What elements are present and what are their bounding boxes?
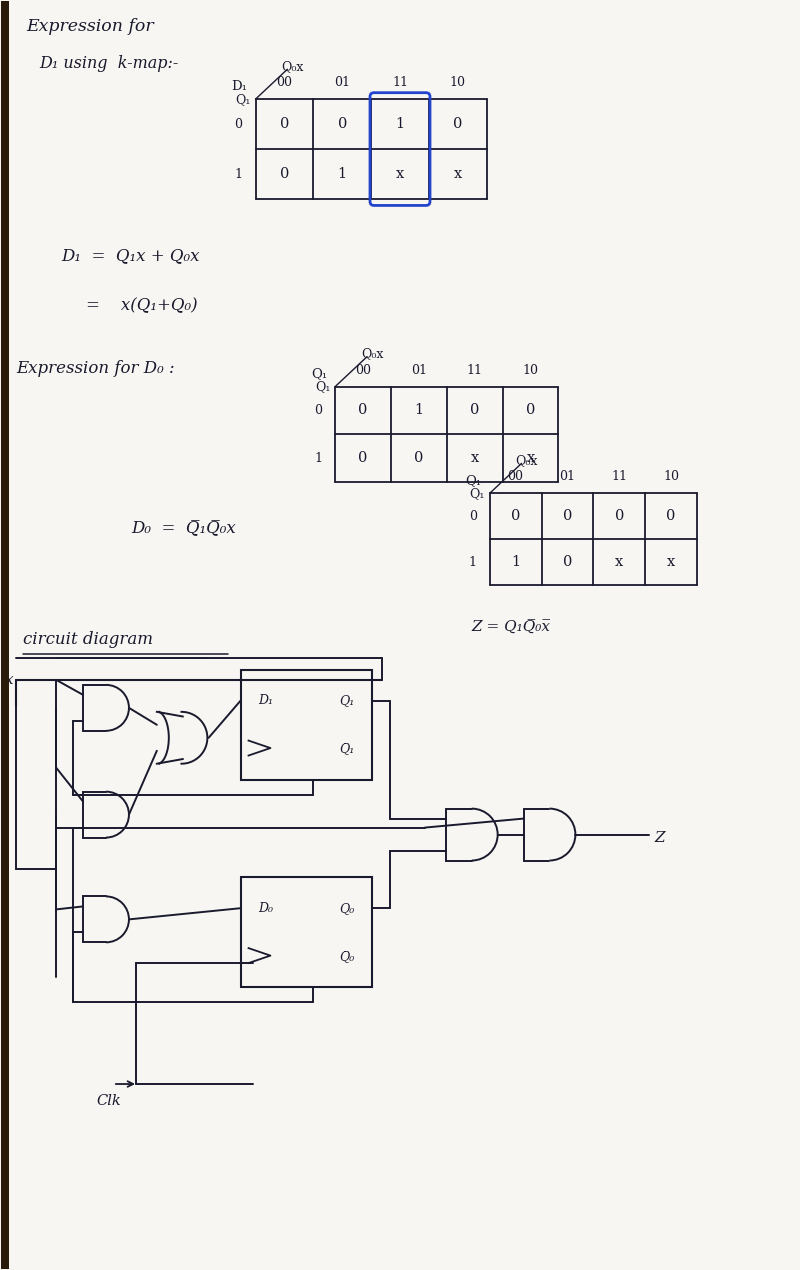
Text: x: x [396,168,404,182]
Text: 00: 00 [355,363,371,377]
Bar [241,878,372,987]
Text: D₀  =  Q̅₁Q̅₀x: D₀ = Q̅₁Q̅₀x [131,519,236,537]
Text: Q₁: Q₁ [470,488,485,500]
Text: Q₀x: Q₀x [282,60,304,74]
Text: x: x [6,673,14,687]
Text: Q₁: Q₁ [311,367,327,381]
Text: circuit diagram: circuit diagram [23,631,154,649]
Text: 00: 00 [507,470,523,484]
Bar [2,1,10,1269]
Text: 0: 0 [614,509,624,523]
Text: Q₀: Q₀ [339,902,354,914]
Text: 0: 0 [526,404,535,418]
Text: 0: 0 [314,404,322,417]
Text: 11: 11 [392,76,408,89]
Text: 0: 0 [562,509,572,523]
Bar [241,669,372,780]
Text: 0: 0 [470,404,479,418]
Text: 0: 0 [511,509,520,523]
Text: 0: 0 [338,117,347,131]
Text: Q₁: Q₁ [315,381,330,394]
Text: 0: 0 [358,404,368,418]
Text: 1: 1 [338,168,346,182]
Text: 01: 01 [334,76,350,89]
Text: D₁: D₁ [232,80,247,93]
Text: x: x [526,451,534,465]
Text: 1: 1 [469,556,477,569]
Text: D₁: D₁ [258,695,274,707]
Text: Z: Z [654,831,665,845]
Text: Q̄₀: Q̄₀ [339,950,354,963]
Text: =    x(Q₁+Q₀): = x(Q₁+Q₀) [86,297,198,314]
Text: D₁ using  k-map:-: D₁ using k-map:- [39,55,178,71]
Text: 0: 0 [234,118,242,131]
Text: 0: 0 [666,509,676,523]
Text: D₁  =  Q₁x + Q₀x: D₁ = Q₁x + Q₀x [61,248,200,264]
Text: 01: 01 [411,363,427,377]
Text: 10: 10 [450,76,466,89]
Text: Q₁: Q₁ [339,695,354,707]
Text: 10: 10 [663,470,679,484]
Text: Q̄₁: Q̄₁ [339,743,354,756]
Text: 0: 0 [414,451,424,465]
Text: 0: 0 [453,117,462,131]
Text: Expression for D₀ :: Expression for D₀ : [16,361,175,377]
Text: 1: 1 [234,168,242,180]
Text: 00: 00 [277,76,293,89]
Text: 0: 0 [562,555,572,569]
Text: Q₁: Q₁ [235,93,250,107]
Text: 01: 01 [559,470,575,484]
Text: Q₁: Q₁ [466,474,482,488]
Text: 0: 0 [469,509,477,523]
Text: Clk: Clk [96,1093,121,1107]
Text: x: x [667,555,675,569]
Text: 0: 0 [280,168,289,182]
Text: 0: 0 [280,117,289,131]
Text: 1: 1 [314,452,322,465]
Text: 1: 1 [414,404,423,418]
Text: x: x [470,451,479,465]
Text: Z = Q₁Q̅₀x̅: Z = Q₁Q̅₀x̅ [472,621,550,635]
Text: x: x [615,555,623,569]
Text: 1: 1 [511,555,520,569]
Text: 0: 0 [358,451,368,465]
Text: x: x [454,168,462,182]
Text: 11: 11 [466,363,482,377]
Text: Q₀x: Q₀x [361,348,383,361]
Text: 1: 1 [395,117,405,131]
Text: 10: 10 [522,363,538,377]
Text: D₀: D₀ [258,902,274,914]
Text: Q₀x: Q₀x [515,455,538,467]
Text: 11: 11 [611,470,627,484]
Text: Expression for: Expression for [26,18,154,34]
